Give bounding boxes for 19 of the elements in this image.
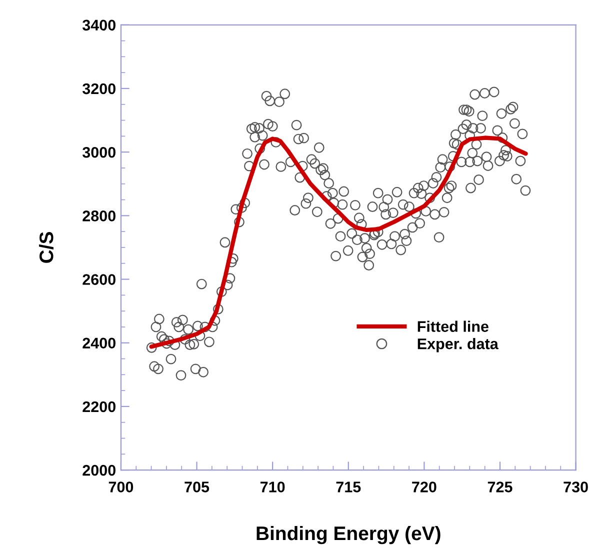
y-axis-title: C/S	[39, 232, 54, 263]
y-tick-label: 2000	[82, 464, 116, 476]
x-tick-label: 700	[108, 482, 134, 492]
y-tick-label: 2200	[82, 401, 116, 412]
y-tick-label: 2600	[82, 274, 116, 285]
x-axis-title: Binding Energy (eV)	[256, 526, 440, 544]
y-tick-label: 3400	[82, 20, 116, 31]
legend-label: Exper. data	[418, 338, 498, 352]
x-tick-label: 705	[184, 482, 210, 492]
x-tick-label: 730	[564, 482, 588, 492]
y-tick-label: 3000	[82, 146, 116, 158]
y-tick-label: 3200	[82, 83, 116, 94]
y-tick-label: 2400	[82, 338, 116, 349]
x-tick-label: 720	[412, 482, 436, 492]
y-tick-label: 2800	[82, 210, 116, 222]
legend-label: Fitted line	[418, 320, 488, 332]
x-tick-label: 725	[488, 482, 512, 492]
x-tick-label: 715	[336, 482, 361, 492]
x-tick-label: 710	[260, 482, 285, 492]
